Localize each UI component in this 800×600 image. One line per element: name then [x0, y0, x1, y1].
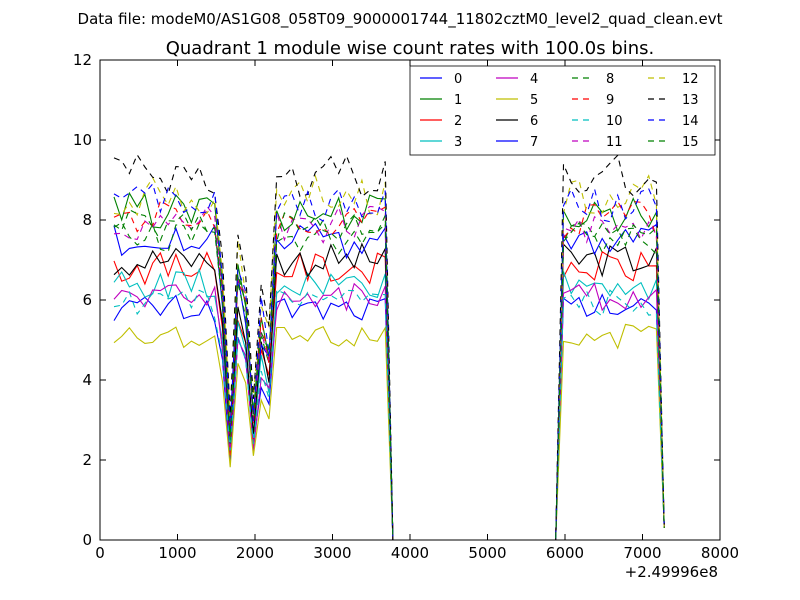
y-tick-label: 12	[73, 51, 92, 69]
legend-label-12: 12	[682, 72, 699, 87]
x-tick-label: 2000	[236, 544, 274, 562]
legend-label-7: 7	[530, 135, 538, 150]
series-line-14	[113, 182, 665, 541]
x-tick-label: 7000	[623, 544, 661, 562]
x-tick-label: 1000	[158, 544, 196, 562]
y-tick-label: 4	[82, 371, 92, 389]
x-tick-label: 0	[95, 544, 105, 562]
y-tick-label: 8	[82, 211, 92, 229]
x-tick-label: 5000	[468, 544, 506, 562]
legend-label-5: 5	[530, 93, 538, 108]
legend-label-13: 13	[682, 93, 699, 108]
legend-label-4: 4	[530, 72, 538, 87]
chart-suptitle: Data file: modeM0/AS1G08_058T09_90000017…	[78, 10, 723, 29]
x-axis: 0 1000 2000 3000 4000 5000 6000 7000 8000	[95, 60, 739, 562]
legend-label-14: 14	[682, 114, 699, 129]
x-tick-label: 6000	[546, 544, 584, 562]
series-line-5	[113, 323, 665, 541]
legend-label-8: 8	[606, 72, 614, 87]
series-lines	[113, 153, 665, 541]
legend-label-6: 6	[530, 114, 538, 129]
legend-label-11: 11	[606, 135, 623, 150]
legend-label-15: 15	[682, 135, 699, 150]
legend-label-2: 2	[454, 114, 462, 129]
series-line-10	[113, 289, 665, 541]
y-tick-label: 10	[73, 131, 92, 149]
y-tick-label: 6	[82, 291, 92, 309]
y-tick-label: 0	[82, 531, 92, 549]
y-tick-label: 2	[82, 451, 92, 469]
chart-title: Quadrant 1 module wise count rates with …	[166, 38, 655, 59]
x-tick-label: 8000	[701, 544, 739, 562]
legend-label-3: 3	[454, 135, 462, 150]
x-offset-label: +2.49996e8	[625, 563, 718, 581]
series-line-15	[113, 209, 665, 541]
x-tick-label: 3000	[313, 544, 351, 562]
legend-label-9: 9	[606, 93, 614, 108]
series-line-13	[113, 153, 665, 541]
legend-label-0: 0	[454, 72, 462, 87]
x-tick-label: 4000	[391, 544, 429, 562]
legend-frame	[409, 65, 716, 156]
legend-label-1: 1	[454, 93, 462, 108]
legend-label-10: 10	[606, 114, 623, 129]
